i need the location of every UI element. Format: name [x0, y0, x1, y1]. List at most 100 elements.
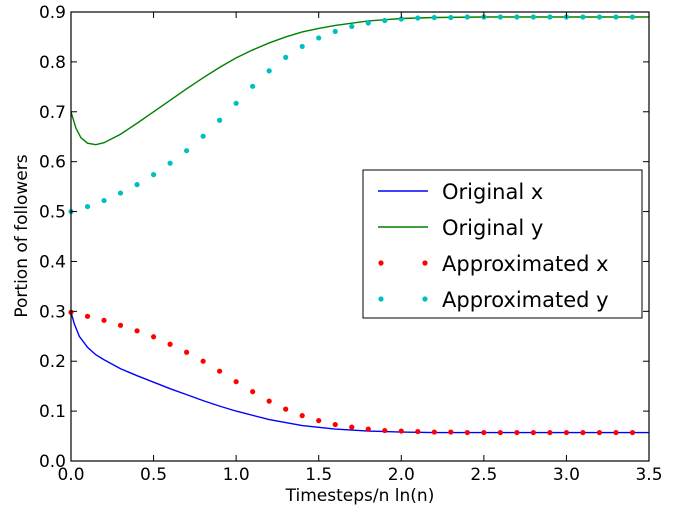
legend-dot-swatch [378, 260, 384, 266]
data-point [629, 14, 636, 20]
data-point [530, 429, 537, 436]
data-point [266, 68, 272, 74]
data-point [580, 429, 586, 436]
y-tick-label: 0.4 [39, 252, 66, 272]
legend: Original x Original y Approximated x Approx… [362, 169, 643, 319]
x-tick-label: 2.5 [470, 465, 497, 485]
data-point [84, 313, 91, 319]
data-point [365, 426, 371, 432]
data-point [84, 203, 91, 210]
y-tick-label: 0.0 [39, 452, 66, 472]
data-point [398, 16, 404, 22]
series-layer [68, 14, 649, 436]
data-point [448, 14, 454, 21]
legend-label: Original y [442, 216, 543, 240]
data-point [365, 20, 371, 26]
y-axis-label: Portion of followers [12, 154, 32, 317]
data-point [398, 428, 404, 434]
y-tick-label: 0.2 [39, 352, 66, 372]
data-point [448, 429, 454, 435]
x-tick-label: 1.0 [223, 465, 250, 485]
data-point [431, 14, 437, 21]
data-point [150, 172, 157, 178]
data-point [464, 429, 470, 436]
data-point [613, 14, 619, 20]
data-point [283, 406, 289, 412]
data-point [547, 14, 553, 20]
data-point [217, 368, 223, 374]
data-point [382, 17, 388, 24]
data-point [596, 14, 603, 20]
x-axis-label: Timesteps/n ln(n) [285, 486, 435, 506]
data-point [332, 421, 338, 428]
data-point [481, 429, 487, 436]
data-point [316, 35, 322, 41]
data-point [167, 160, 173, 166]
series-original-x [70, 312, 649, 434]
data-point [233, 379, 239, 385]
data-point [464, 14, 470, 20]
ticks-layer: 0.0 0.5 1.0 1.5 2.0 2.5 3.0 3.5 0.0 0.1 0.2 0.3 0.4 0… [39, 3, 663, 485]
legend-dot-swatch [422, 260, 428, 266]
data-point [217, 117, 223, 123]
legend-label: Original x [442, 180, 543, 204]
y-tick-label: 0.3 [39, 302, 66, 322]
data-point [150, 334, 157, 340]
data-point [134, 182, 140, 188]
data-point [200, 133, 206, 139]
data-point [184, 148, 190, 154]
data-point [580, 14, 586, 20]
data-point [316, 417, 322, 424]
x-tick-label: 0.5 [140, 465, 167, 485]
data-point [514, 429, 520, 436]
data-point [250, 83, 256, 89]
data-point [184, 349, 190, 355]
data-point [415, 428, 421, 435]
series-original-y [70, 16, 649, 146]
data-point [596, 429, 603, 436]
data-point [629, 429, 636, 436]
data-point [250, 389, 256, 395]
y-tick-label: 0.6 [39, 153, 66, 173]
y-tick-label: 0.1 [39, 402, 66, 422]
legend-dot-swatch [422, 296, 428, 302]
y-tick-label: 0.7 [39, 103, 66, 123]
legend-dot-swatch [378, 296, 384, 302]
legend-box [362, 169, 643, 319]
y-tick-label: 0.5 [39, 203, 66, 223]
data-point [134, 328, 140, 334]
data-point [332, 28, 338, 35]
data-point [283, 54, 289, 60]
plot-border [70, 11, 650, 462]
data-point [299, 413, 305, 419]
y-tick-label: 0.8 [39, 53, 66, 73]
data-point [563, 429, 570, 436]
data-point [101, 317, 107, 323]
data-point [299, 43, 305, 50]
data-point [613, 429, 619, 436]
data-point [547, 429, 553, 436]
data-point [349, 23, 355, 30]
data-point [200, 358, 206, 364]
x-tick-label: 3.5 [635, 465, 662, 485]
legend-label: Approximated x [442, 252, 609, 276]
data-point [233, 100, 239, 106]
data-point [415, 15, 421, 21]
data-point [497, 14, 503, 20]
data-point [167, 341, 173, 347]
data-point [117, 190, 124, 196]
legend-label: Approximated y [442, 288, 609, 312]
x-tick-label: 0.0 [57, 465, 84, 485]
data-point [514, 14, 520, 20]
y-tick-label: 0.9 [39, 3, 66, 23]
data-point [497, 429, 503, 436]
x-tick-label: 3.0 [553, 465, 580, 485]
series-approximated-y [68, 14, 636, 215]
data-point [349, 424, 355, 430]
x-tick-label: 1.5 [305, 465, 332, 485]
data-point [382, 427, 388, 434]
data-point [117, 322, 124, 328]
x-tick-label: 2.0 [388, 465, 415, 485]
data-point [530, 14, 537, 20]
